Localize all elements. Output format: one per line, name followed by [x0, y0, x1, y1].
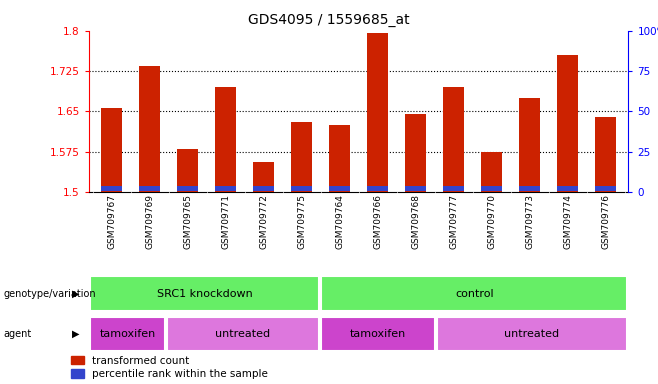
Bar — [481, 152, 502, 192]
Bar — [139, 66, 160, 192]
Bar — [291, 185, 312, 191]
Text: tamoxifen: tamoxifen — [99, 329, 155, 339]
Text: GSM709774: GSM709774 — [563, 194, 572, 249]
Text: control: control — [455, 289, 494, 299]
Bar — [557, 185, 578, 191]
Bar — [321, 317, 435, 351]
Legend: transformed count, percentile rank within the sample: transformed count, percentile rank withi… — [71, 356, 268, 379]
Bar — [405, 114, 426, 192]
Bar — [481, 185, 502, 191]
Bar — [437, 317, 627, 351]
Text: untreated: untreated — [505, 329, 559, 339]
Bar — [519, 185, 540, 191]
Text: GSM709767: GSM709767 — [107, 194, 116, 250]
Text: GSM709771: GSM709771 — [221, 194, 230, 250]
Text: GSM709773: GSM709773 — [525, 194, 534, 250]
Bar — [595, 117, 616, 192]
Bar — [367, 185, 388, 191]
Bar — [101, 185, 122, 191]
Bar — [321, 276, 627, 311]
Text: GSM709765: GSM709765 — [183, 194, 192, 250]
Text: GSM709764: GSM709764 — [335, 194, 344, 249]
Bar — [215, 87, 236, 192]
Bar — [291, 122, 312, 192]
Text: GSM709775: GSM709775 — [297, 194, 306, 250]
Bar — [177, 149, 198, 192]
Bar — [101, 108, 122, 192]
Text: tamoxifen: tamoxifen — [350, 329, 406, 339]
Text: GDS4095 / 1559685_at: GDS4095 / 1559685_at — [248, 13, 410, 27]
Text: agent: agent — [3, 329, 32, 339]
Bar — [557, 55, 578, 192]
Text: GSM709777: GSM709777 — [449, 194, 458, 250]
Text: GSM709772: GSM709772 — [259, 194, 268, 249]
Text: GSM709768: GSM709768 — [411, 194, 420, 250]
Bar — [595, 185, 616, 191]
Bar — [90, 317, 165, 351]
Bar — [253, 185, 274, 191]
Bar — [519, 98, 540, 192]
Bar — [443, 185, 464, 191]
Bar — [443, 87, 464, 192]
Bar — [139, 185, 160, 191]
Text: GSM709766: GSM709766 — [373, 194, 382, 250]
Bar — [405, 185, 426, 191]
Text: GSM709776: GSM709776 — [601, 194, 610, 250]
Text: ▶: ▶ — [72, 289, 80, 299]
Bar — [329, 185, 350, 191]
Bar — [215, 185, 236, 191]
Text: genotype/variation: genotype/variation — [3, 289, 96, 299]
Bar — [367, 33, 388, 192]
Bar — [90, 276, 319, 311]
Text: SRC1 knockdown: SRC1 knockdown — [157, 289, 252, 299]
Text: GSM709770: GSM709770 — [487, 194, 496, 250]
Text: ▶: ▶ — [72, 329, 80, 339]
Bar — [167, 317, 319, 351]
Bar — [253, 162, 274, 192]
Text: GSM709769: GSM709769 — [145, 194, 154, 250]
Bar — [177, 185, 198, 191]
Text: untreated: untreated — [215, 329, 270, 339]
Bar — [329, 125, 350, 192]
